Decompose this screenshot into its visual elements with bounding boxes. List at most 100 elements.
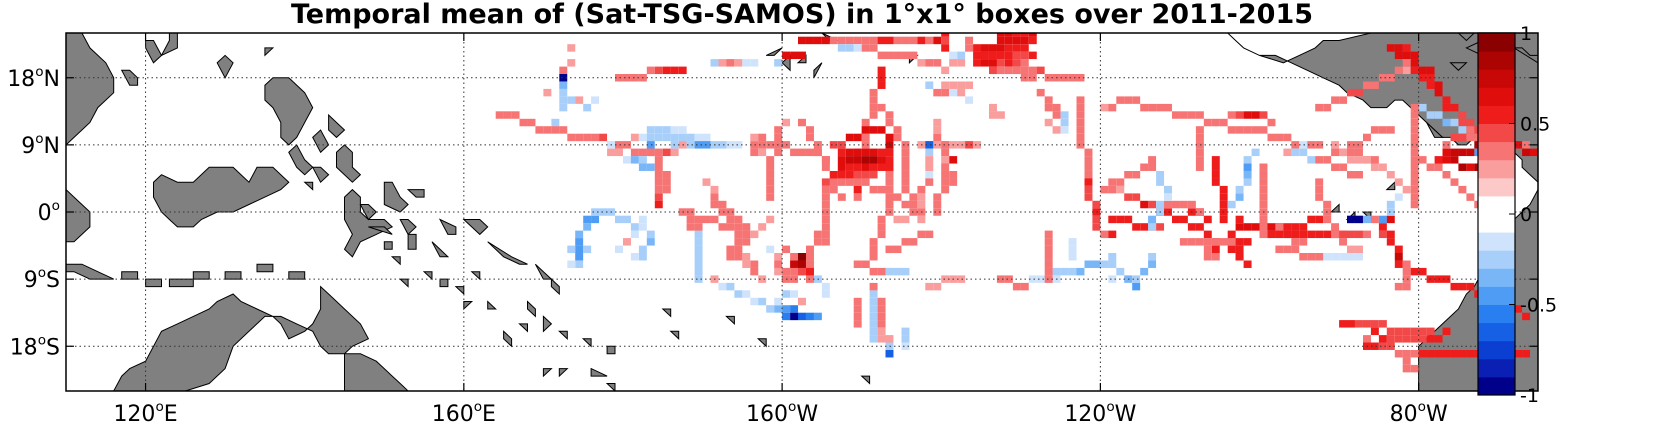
data-cell	[662, 185, 671, 194]
data-cell	[1259, 223, 1268, 231]
data-cell	[996, 51, 1005, 60]
data-cell	[1195, 156, 1204, 164]
data-cell	[1307, 215, 1316, 224]
data-cell	[1386, 342, 1395, 350]
data-cell	[1347, 253, 1355, 261]
land-shape	[264, 77, 314, 146]
data-cell	[734, 290, 743, 298]
data-cell	[1068, 238, 1077, 246]
data-cell	[1020, 33, 1029, 37]
data-cell	[583, 223, 592, 231]
data-cell	[1084, 148, 1093, 157]
land-shape	[518, 323, 528, 333]
data-cell	[1410, 163, 1419, 171]
data-cell	[662, 171, 671, 179]
data-cell	[1410, 267, 1419, 276]
data-cell	[837, 36, 846, 45]
data-cell	[1012, 44, 1021, 52]
data-cell	[933, 133, 942, 142]
colorbar-segment	[1478, 51, 1515, 70]
data-cell	[893, 193, 902, 201]
data-cell	[806, 267, 814, 276]
data-cell	[1386, 208, 1395, 216]
data-cell	[742, 290, 751, 298]
data-cell	[575, 133, 584, 142]
data-cell	[1434, 111, 1443, 119]
data-cell	[1394, 193, 1403, 201]
data-cell	[678, 133, 687, 142]
x-axis: 120oE 160oE 160oW 120oW 80oW	[113, 33, 1448, 427]
data-cell	[1283, 245, 1292, 254]
data-cell	[1323, 215, 1332, 224]
data-cell	[1044, 118, 1053, 127]
colorbar: 1 0.5 0 -0.5 -1	[1477, 23, 1557, 407]
data-cell	[790, 253, 799, 261]
land-shape	[756, 338, 767, 348]
data-cell	[1108, 178, 1117, 186]
data-cell	[965, 36, 974, 45]
land-shape	[1385, 181, 1396, 191]
data-cell	[1156, 103, 1165, 112]
data-cell	[1084, 260, 1093, 268]
data-cell	[750, 59, 759, 67]
data-cell	[1259, 163, 1268, 171]
data-cell	[630, 253, 639, 261]
data-cell	[1235, 223, 1244, 231]
data-cell	[1378, 74, 1387, 82]
land-shape	[398, 278, 409, 288]
data-cell	[774, 297, 783, 306]
data-cell	[726, 208, 735, 216]
data-cell	[1426, 335, 1435, 343]
data-cell	[893, 36, 902, 45]
data-cell	[901, 178, 910, 186]
data-cell	[1044, 96, 1053, 104]
data-cell	[662, 126, 671, 134]
data-cell	[1291, 148, 1300, 157]
data-cell	[1124, 171, 1133, 179]
data-cell	[1132, 96, 1141, 104]
data-cell	[1402, 364, 1411, 373]
data-cell	[1219, 200, 1228, 209]
data-cell	[1386, 238, 1395, 246]
data-cell	[1363, 230, 1371, 239]
data-cell	[567, 44, 576, 52]
data-cell	[806, 312, 814, 321]
data-cell	[917, 185, 926, 194]
data-cell	[630, 230, 639, 239]
land-shape	[581, 338, 592, 348]
data-cell	[1251, 111, 1260, 119]
data-cell	[933, 88, 942, 97]
data-cell	[1227, 126, 1236, 134]
data-cell	[845, 44, 854, 52]
data-cell	[1315, 141, 1324, 149]
data-cell	[861, 260, 870, 268]
data-cell	[1394, 327, 1403, 336]
data-cell	[559, 81, 568, 89]
data-cell	[638, 163, 647, 171]
land-shape	[1426, 122, 1444, 138]
data-cell	[1251, 223, 1260, 231]
data-cell	[790, 148, 799, 157]
data-cell	[1259, 171, 1268, 179]
data-cell	[1339, 148, 1348, 157]
data-cell	[782, 305, 791, 313]
land-shape	[256, 263, 274, 273]
land-shape	[312, 129, 330, 154]
data-cell	[1339, 230, 1348, 239]
data-cell	[1442, 96, 1451, 104]
land-shape	[121, 271, 139, 280]
data-cell	[615, 141, 623, 149]
data-cell	[861, 36, 870, 45]
colorbar-segment	[1478, 340, 1515, 360]
data-cell	[1410, 327, 1419, 336]
data-cell	[1044, 103, 1053, 112]
data-cell	[583, 103, 592, 112]
data-cell	[1211, 245, 1220, 254]
data-cell	[917, 36, 926, 45]
data-cell	[1108, 215, 1117, 224]
data-cell	[806, 253, 814, 261]
data-cell	[1283, 230, 1292, 239]
data-cell	[615, 74, 623, 82]
data-cell	[806, 245, 814, 254]
data-cell	[933, 36, 942, 45]
